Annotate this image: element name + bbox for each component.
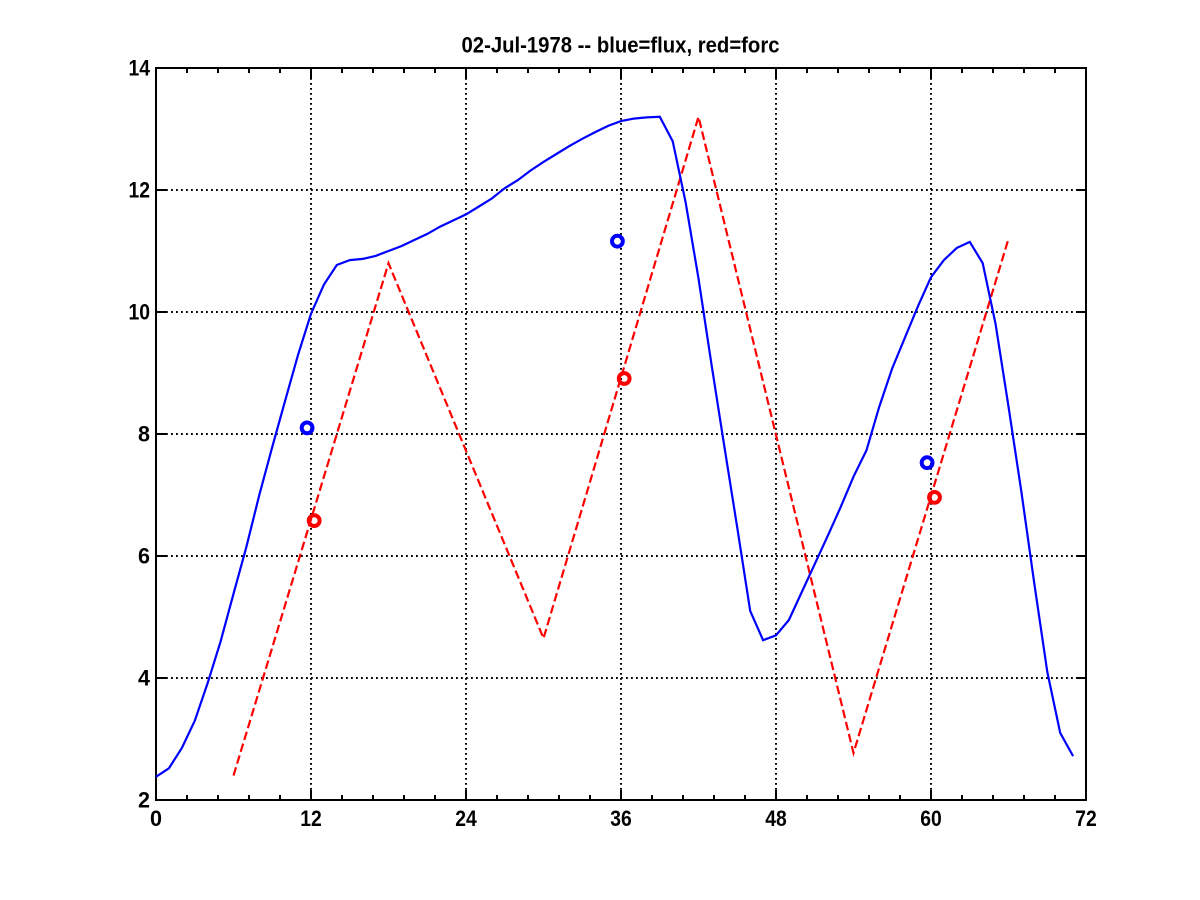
svg-text:10: 10 — [129, 300, 151, 325]
svg-text:60: 60 — [920, 806, 942, 831]
svg-text:48: 48 — [765, 806, 787, 831]
svg-text:24: 24 — [455, 806, 477, 831]
svg-text:6: 6 — [138, 544, 150, 569]
svg-text:0: 0 — [150, 806, 162, 831]
svg-text:2: 2 — [138, 788, 150, 813]
svg-text:12: 12 — [129, 178, 151, 203]
svg-text:12: 12 — [300, 806, 322, 831]
svg-text:4: 4 — [138, 666, 151, 691]
svg-text:14: 14 — [129, 56, 151, 81]
svg-text:02-Jul-1978 -- blue=flux, red=: 02-Jul-1978 -- blue=flux, red=forc — [462, 33, 780, 58]
svg-text:72: 72 — [1075, 806, 1097, 831]
svg-text:36: 36 — [610, 806, 632, 831]
svg-text:8: 8 — [138, 422, 150, 447]
